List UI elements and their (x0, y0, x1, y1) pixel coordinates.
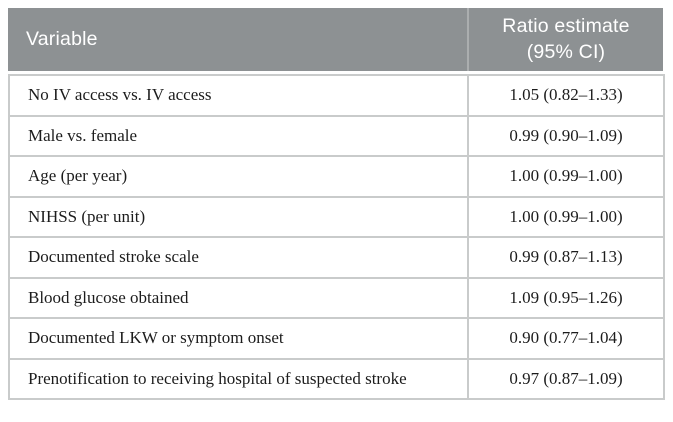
ratio-estimate-cell: 0.97 (0.87–1.09) (467, 357, 665, 400)
table-row: Prenotification to receiving hospital of… (8, 357, 665, 400)
table-row: NIHSS (per unit) 1.00 (0.99–1.00) (8, 195, 665, 238)
column-header-ratio-estimate: Ratio estimate (95% CI) (467, 8, 663, 71)
variable-cell: Age (per year) (8, 155, 469, 198)
table-row: Documented LKW or symptom onset 0.90 (0.… (8, 317, 665, 360)
table-row: Male vs. female 0.99 (0.90–1.09) (8, 114, 665, 157)
ratio-estimate-cell: 1.09 (0.95–1.26) (467, 276, 665, 319)
table-row: Blood glucose obtained 1.09 (0.95–1.26) (8, 276, 665, 319)
variable-cell: Prenotification to receiving hospital of… (8, 357, 469, 400)
variable-cell: Documented stroke scale (8, 236, 469, 279)
table-row: No IV access vs. IV access 1.05 (0.82–1.… (8, 74, 665, 117)
variable-cell: No IV access vs. IV access (8, 74, 469, 117)
variable-cell: Male vs. female (8, 114, 469, 157)
ratio-estimate-table: Variable Ratio estimate (95% CI) No IV a… (8, 8, 665, 400)
ratio-estimate-cell: 1.00 (0.99–1.00) (467, 195, 665, 238)
table-header-row: Variable Ratio estimate (95% CI) (8, 8, 663, 71)
variable-cell: NIHSS (per unit) (8, 195, 469, 238)
table-row: Documented stroke scale 0.99 (0.87–1.13) (8, 236, 665, 279)
variable-cell: Documented LKW or symptom onset (8, 317, 469, 360)
ratio-estimate-cell: 0.90 (0.77–1.04) (467, 317, 665, 360)
column-header-variable: Variable (26, 28, 98, 50)
ratio-estimate-cell: 0.99 (0.90–1.09) (467, 114, 665, 157)
table-row: Age (per year) 1.00 (0.99–1.00) (8, 155, 665, 198)
ratio-estimate-cell: 0.99 (0.87–1.13) (467, 236, 665, 279)
variable-cell: Blood glucose obtained (8, 276, 469, 319)
table-body: No IV access vs. IV access 1.05 (0.82–1.… (8, 74, 665, 400)
ratio-estimate-cell: 1.00 (0.99–1.00) (467, 155, 665, 198)
ratio-estimate-cell: 1.05 (0.82–1.33) (467, 74, 665, 117)
